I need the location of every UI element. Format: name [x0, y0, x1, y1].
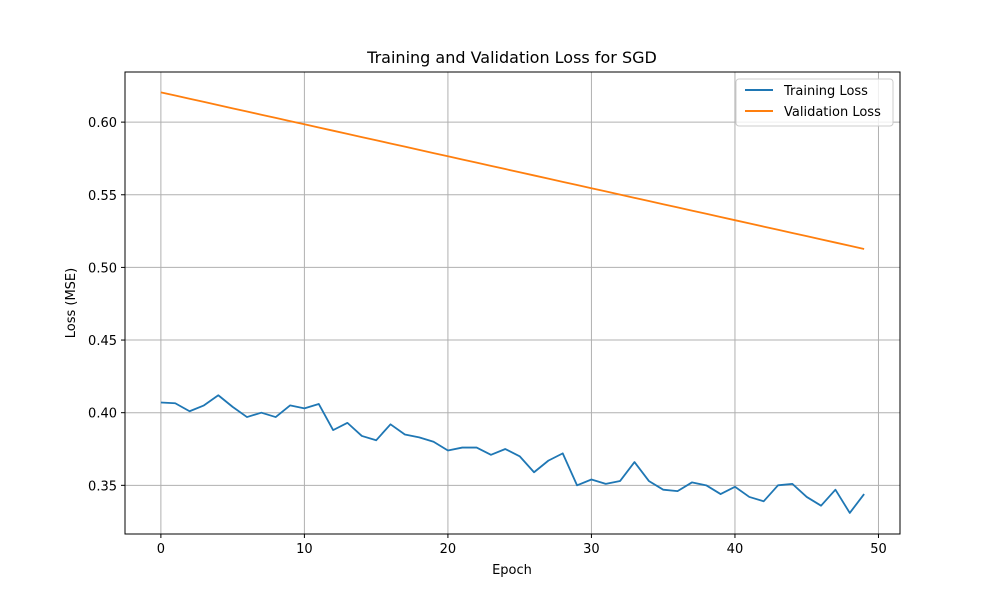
x-axis-label: Epoch [492, 563, 532, 578]
x-tick-label: 30 [583, 542, 600, 557]
y-tick-label: 0.60 [88, 116, 117, 131]
x-tick-label: 20 [440, 542, 457, 557]
legend-label-training-loss: Training Loss [783, 84, 868, 99]
x-tick-label: 40 [727, 542, 744, 557]
x-tick-label: 0 [157, 542, 165, 557]
y-tick-label: 0.40 [88, 407, 117, 422]
y-tick-label: 0.35 [88, 479, 117, 494]
chart-title: Training and Validation Loss for SGD [366, 48, 657, 67]
series-line-training-loss [160, 394, 865, 514]
legend: Training Loss Validation Loss [735, 78, 894, 127]
x-tick-label: 10 [296, 542, 313, 557]
y-tick-label: 0.55 [88, 189, 117, 204]
legend-box [735, 78, 894, 127]
series-lines [160, 91, 865, 514]
y-tick-label: 0.50 [88, 261, 117, 276]
series-line-validation-loss [160, 91, 865, 250]
grid [125, 72, 900, 534]
plot-frame [124, 71, 901, 535]
legend-label-validation-loss: Validation Loss [784, 105, 881, 120]
x-tick-label: 50 [870, 542, 887, 557]
axis-ticks: 0 10 20 30 40 50 0.35 0.40 0.45 0.50 0.55 0.60 [88, 116, 887, 557]
y-axis-label: Loss (MSE) [64, 268, 79, 338]
y-tick-label: 0.45 [88, 334, 117, 349]
